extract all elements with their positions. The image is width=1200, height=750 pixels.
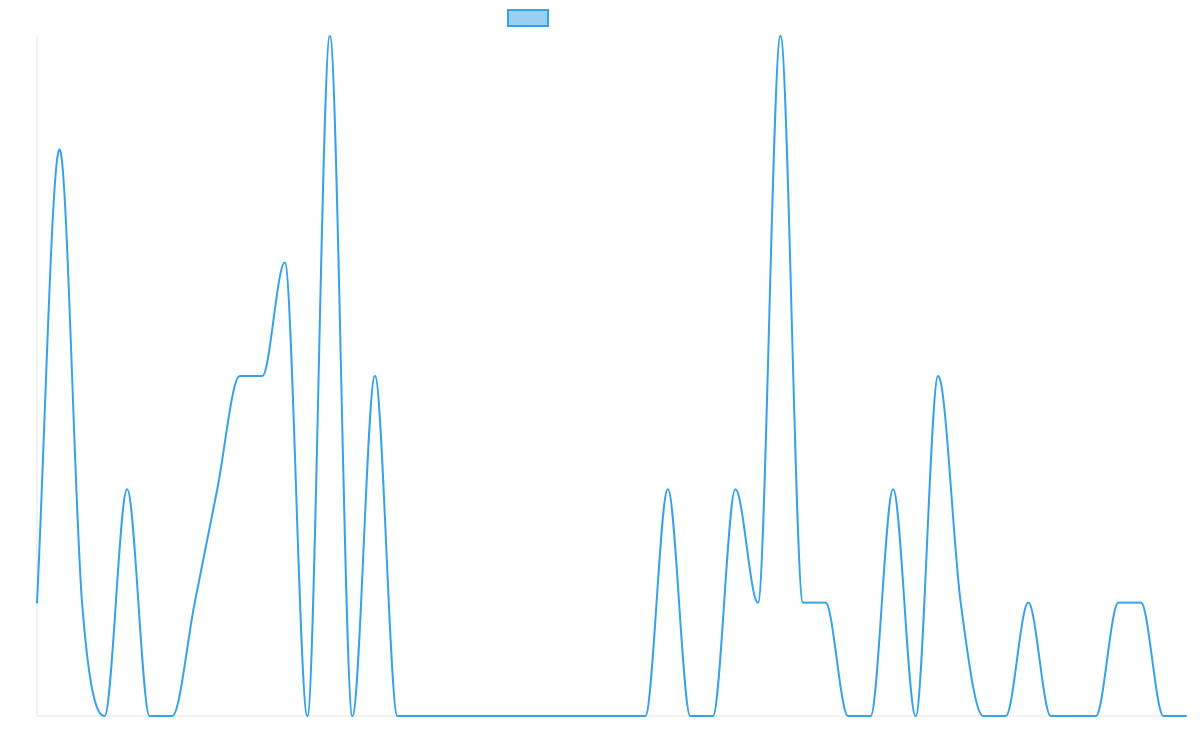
data-point[interactable] — [373, 374, 377, 378]
data-point[interactable] — [1184, 714, 1188, 718]
legend-swatch[interactable] — [507, 9, 549, 27]
data-point[interactable] — [260, 374, 264, 378]
data-point[interactable] — [328, 34, 332, 38]
data-point[interactable] — [35, 601, 39, 605]
data-point[interactable] — [936, 374, 940, 378]
data-point[interactable] — [1071, 714, 1075, 718]
data-point[interactable] — [148, 714, 152, 718]
data-point[interactable] — [959, 601, 963, 605]
series-layer — [35, 34, 1188, 718]
data-point[interactable] — [441, 714, 445, 718]
data-point[interactable] — [1139, 601, 1143, 605]
data-point[interactable] — [463, 714, 467, 718]
data-point[interactable] — [846, 714, 850, 718]
data-point[interactable] — [598, 714, 602, 718]
data-point[interactable] — [711, 714, 715, 718]
data-point[interactable] — [1049, 714, 1053, 718]
data-point[interactable] — [1116, 601, 1120, 605]
data-point[interactable] — [193, 601, 197, 605]
data-point[interactable] — [688, 714, 692, 718]
data-point[interactable] — [103, 714, 107, 718]
data-point[interactable] — [891, 487, 895, 491]
data-point[interactable] — [170, 714, 174, 718]
data-point[interactable] — [508, 714, 512, 718]
data-point[interactable] — [824, 601, 828, 605]
data-point[interactable] — [643, 714, 647, 718]
data-point[interactable] — [576, 714, 580, 718]
data-point[interactable] — [1094, 714, 1098, 718]
data-point[interactable] — [1004, 714, 1008, 718]
data-point[interactable] — [58, 147, 62, 151]
data-point[interactable] — [801, 601, 805, 605]
data-point[interactable] — [914, 714, 918, 718]
data-point[interactable] — [1026, 601, 1030, 605]
data-point[interactable] — [215, 487, 219, 491]
data-point[interactable] — [733, 487, 737, 491]
data-point[interactable] — [531, 714, 535, 718]
data-point[interactable] — [621, 714, 625, 718]
data-point[interactable] — [553, 714, 557, 718]
legend[interactable] — [507, 9, 549, 27]
data-point[interactable] — [283, 261, 287, 265]
data-point[interactable] — [486, 714, 490, 718]
data-point[interactable] — [305, 714, 309, 718]
data-point[interactable] — [756, 601, 760, 605]
data-point[interactable] — [80, 601, 84, 605]
data-point[interactable] — [395, 714, 399, 718]
data-point[interactable] — [238, 374, 242, 378]
data-point[interactable] — [981, 714, 985, 718]
series-line — [36, 35, 1187, 717]
data-point[interactable] — [418, 714, 422, 718]
data-point[interactable] — [350, 714, 354, 718]
data-point[interactable] — [666, 487, 670, 491]
data-point[interactable] — [1161, 714, 1165, 718]
data-point[interactable] — [778, 34, 782, 38]
data-point[interactable] — [869, 714, 873, 718]
data-point[interactable] — [125, 487, 129, 491]
